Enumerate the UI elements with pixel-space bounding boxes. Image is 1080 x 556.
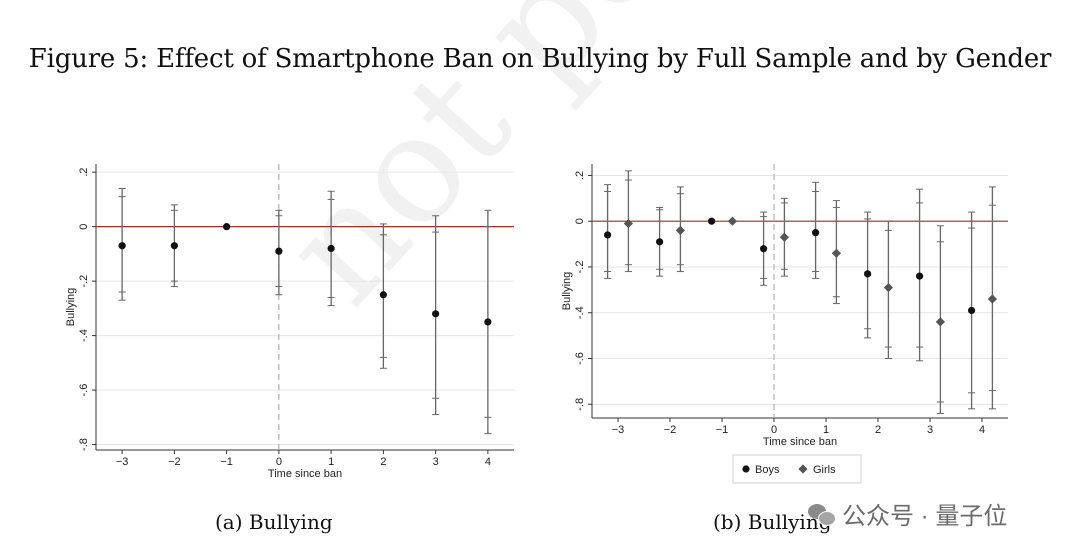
panel-a-y-tick-label: -.8 [78, 438, 90, 451]
panel-a-y-tick-label: 0 [78, 224, 90, 230]
panel-b-legend-box [732, 454, 862, 484]
panel-b-y-tick-label: -.6 [574, 352, 586, 365]
panel-a-x-tick-label: 3 [433, 456, 439, 468]
panel-b-point-boys [760, 245, 768, 253]
panel-b-x-tick-label: 3 [927, 424, 933, 436]
panel-a-y-tick-label: -.4 [78, 329, 90, 342]
panel-b-x-tick-label: 1 [823, 424, 829, 436]
panel-b-point-boys [604, 231, 612, 239]
panel-b-y-tick-label: -.2 [574, 261, 586, 274]
panel-a-point-full-sample [170, 242, 178, 250]
wechat-icon [808, 502, 836, 526]
wechat-badge-label: 公众号 · 量子位 [842, 503, 1008, 530]
figure-title: Figure 5: Effect of Smartphone Ban on Bu… [28, 44, 1052, 74]
panel-b-x-tick-label: 2 [875, 424, 881, 436]
panel-b-point-girls [831, 248, 841, 258]
panel-a-point-full-sample [327, 244, 335, 253]
panel-a-point-full-sample [484, 318, 492, 326]
panel-b-point-girls [987, 294, 997, 304]
panel-b-point-boys [916, 272, 924, 280]
wechat-badge: 公众号 · 量子位 [808, 496, 1007, 531]
panel-a-x-axis-title: Time since ban [268, 468, 342, 480]
panel-a-point-full-sample [118, 242, 126, 250]
panel-b-y-tick-label: -.4 [574, 306, 586, 319]
panel-b-point-girls [935, 317, 945, 327]
panel-b-y-tick-label: .2 [574, 171, 586, 180]
panel-b-point-girls [623, 218, 633, 229]
panel-b-x-tick-label: 4 [979, 424, 985, 436]
panel-b-y-axis-title: Bullying [561, 272, 573, 311]
panel-b-point-girls [883, 282, 893, 293]
panel-b-point-boys [708, 217, 716, 225]
panel-a-x-tick-label: −1 [220, 456, 233, 468]
panel-a-x-tick-label: 1 [328, 456, 334, 468]
caption-panel-a: (a) Bullying [215, 510, 333, 534]
panel-a-x-tick-label: 2 [380, 456, 386, 468]
panel-b-legend-marker-girls [798, 464, 808, 474]
panel-b-point-boys [864, 270, 872, 278]
panel-b-x-tick-label: −3 [612, 424, 625, 436]
panel-a-y-axis-title: Bullying [65, 288, 77, 327]
panel-a-point-full-sample [223, 223, 231, 231]
panel-a-point-full-sample [275, 247, 283, 255]
panel-b-point-boys [812, 229, 820, 237]
panel-b-x-tick-label: 0 [771, 424, 777, 436]
panel-b-legend-label-girls: Girls [813, 464, 836, 476]
panel-b-point-girls [779, 232, 789, 242]
panel-a-point-full-sample [379, 291, 387, 299]
panel-b-y-tick-label: 0 [574, 218, 586, 224]
panel-a-y-tick-label: -.6 [78, 384, 90, 397]
panel-b-point-boys [968, 306, 976, 315]
panel-b-legend-marker-boys [742, 465, 750, 473]
panel-b-point-boys [656, 238, 664, 246]
panel-a-y-tick-label: -.2 [78, 275, 90, 288]
panel-b-x-axis-title: Time since ban [763, 436, 837, 448]
panel-b-x-tick-label: −2 [664, 424, 677, 436]
panel-a-x-tick-label: 4 [485, 456, 491, 468]
panel-a-point-full-sample [432, 310, 440, 318]
panel-b-x-tick-label: −1 [716, 424, 729, 436]
panel-a-x-tick-label: 0 [276, 456, 282, 468]
panel-a-x-tick-label: −3 [116, 456, 129, 468]
panel-b-legend-label-boys: Boys [755, 464, 780, 476]
panel-b-point-girls [675, 225, 685, 235]
panel-a-y-tick-label: .2 [78, 168, 90, 177]
panel-a-x-tick-label: −2 [168, 456, 181, 468]
panel-b-point-girls [727, 216, 737, 226]
panel-b-y-tick-label: -.8 [574, 398, 586, 411]
